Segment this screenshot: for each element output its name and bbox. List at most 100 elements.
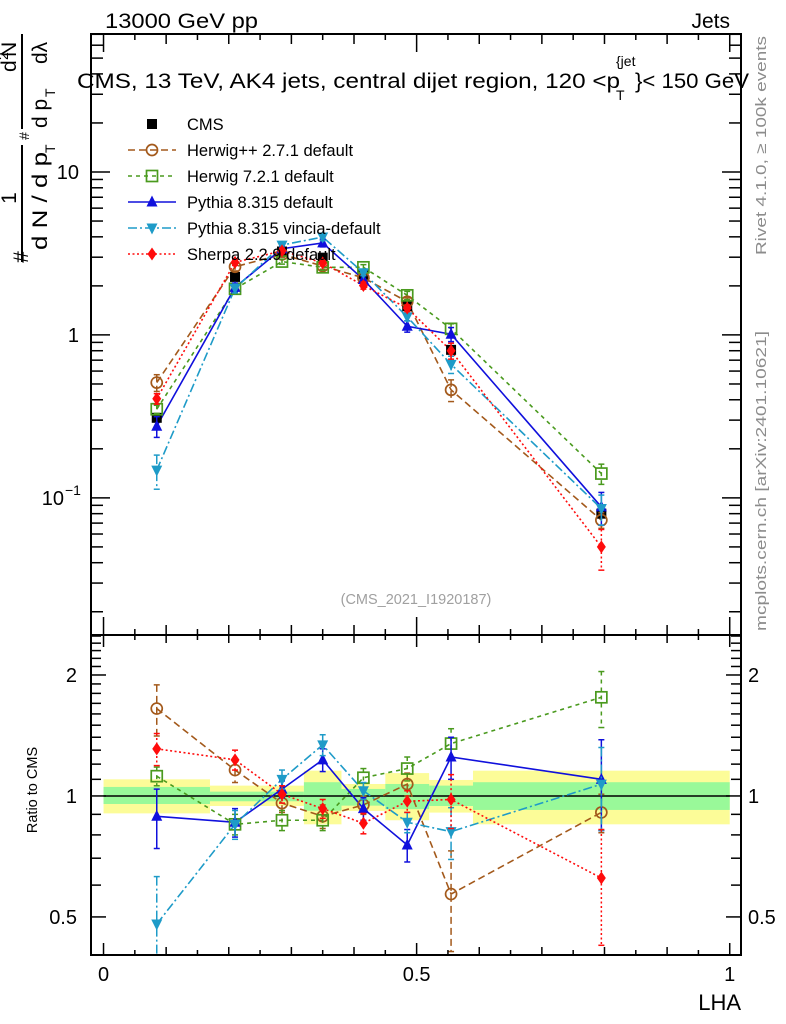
- series-line-sherpa-2-2-9-default: [156, 250, 602, 548]
- ylabel-numerator-1: 1: [0, 192, 21, 204]
- data-point-sherpa-2-2-9-default: [152, 392, 162, 406]
- data-point-herwigpp-2-7-1-default: [150, 376, 164, 389]
- data-point-sherpa-2-2-9-default: [446, 344, 456, 358]
- ratio-point-pythia-8-315-vincia-default: [276, 774, 288, 786]
- ratio-point-sherpa-2-2-9-default: [230, 753, 240, 767]
- main-y-tick-label: 10: [42, 488, 64, 510]
- data-point-sherpa-2-2-9-default: [358, 279, 368, 293]
- data-point-sherpa-2-2-9-default: [277, 244, 287, 258]
- main-y-tick-label-exponent: −1: [65, 482, 81, 498]
- data-point-pythia-8-315-default: [401, 319, 413, 331]
- legend-marker-sherpa-2-2-9-default: [147, 247, 157, 261]
- analysis-id-watermark: (CMS_2021_I1920187): [341, 592, 492, 608]
- legend-marker-cms: [147, 119, 157, 129]
- ratio-point-herwigpp-2-7-1-default: [400, 777, 414, 791]
- data-point-pythia-8-315-vincia-default: [317, 232, 329, 244]
- ratio-point-sherpa-2-2-9-default: [446, 792, 456, 806]
- legend-marker-herwig-7-2-1-default: [145, 169, 159, 183]
- legend-marker-pythia-8-315-default: [146, 195, 158, 207]
- header-beam-label: 13000 GeV pp: [105, 10, 258, 33]
- plot-title-subscript: T: [616, 87, 625, 103]
- legend-marker-pythia-8-315-vincia-default: [146, 223, 158, 235]
- ratio-point-sherpa-2-2-9-default: [318, 802, 328, 816]
- legend-item-herwig-7-2-1-default: Herwig 7.2.1 default: [128, 168, 334, 186]
- ratio-panel-series: [150, 670, 608, 955]
- legend-item-cms: CMS: [147, 116, 224, 134]
- ylabel-denominator-1-subscript: T: [42, 144, 58, 153]
- ratio-point-herwig-7-2-1-default: [400, 762, 414, 775]
- header-category-label: Jets: [691, 10, 730, 33]
- ratio-line-pythia-8-315-vincia-default: [156, 743, 602, 925]
- legend-item-herwigpp-2-7-1-default: Herwig++ 2.7.1 default: [128, 142, 353, 160]
- data-point-herwig-7-2-1-default: [400, 288, 414, 302]
- data-point-sherpa-2-2-9-default: [318, 256, 328, 270]
- main-y-axis-label: # 1 d N / d p T # d 2 N d p T dλ: [0, 34, 58, 263]
- ratio-point-herwig-7-2-1-default: [150, 769, 164, 783]
- ratio-point-sherpa-2-2-9-default: [402, 794, 412, 808]
- data-point-pythia-8-315-default: [445, 327, 457, 339]
- rivet-version-label: Rivet 4.1.0, ≥ 100k events: [753, 36, 770, 255]
- ratio-line-herwig-7-2-1-default: [156, 696, 602, 826]
- ratio-point-pythia-8-315-default: [445, 750, 457, 762]
- ratio-y-tick-label: 1: [66, 786, 77, 808]
- ratio-y-tick-label: 0.5: [49, 907, 77, 929]
- plot-title-main: CMS, 13 TeV, AK4 jets, central dijet reg…: [77, 70, 620, 93]
- ylabel-numerator-2-d: d: [0, 60, 21, 72]
- ylabel-numerator-2-exponent: 2: [0, 52, 11, 60]
- x-tick-label: 1: [724, 964, 735, 986]
- legend-label: Pythia 8.315 vincia-default: [187, 220, 381, 238]
- ratio-y-tick-label: 2: [66, 665, 77, 687]
- main-y-tick-label: 10: [57, 162, 79, 184]
- data-point-pythia-8-315-default: [151, 419, 163, 431]
- plot-title-suffix: }< 150 GeV: [635, 70, 749, 93]
- ratio-point-pythia-8-315-vincia-default: [401, 817, 413, 829]
- ratio-point-sherpa-2-2-9-default: [277, 787, 287, 801]
- data-point-pythia-8-315-vincia-default: [445, 359, 457, 371]
- data-point-herwig-7-2-1-default: [595, 467, 608, 480]
- legend-label: Pythia 8.315 default: [187, 194, 333, 212]
- mcplots-source-label: mcplots.cern.ch [arXiv:2401.10621]: [753, 331, 770, 631]
- series-line-pythia-8-315-vincia-default: [156, 236, 602, 510]
- ratio-line-herwigpp-2-7-1-default: [156, 707, 602, 896]
- main-y-tick-label: 1: [68, 325, 79, 347]
- ratio-point-pythia-8-315-vincia-default: [595, 779, 607, 791]
- series-line-pythia-8-315-default: [156, 242, 602, 508]
- legend: CMS Herwig++ 2.7.1 default Herwig 7.2.1 de…: [128, 116, 381, 264]
- ratio-point-pythia-8-315-vincia-default: [445, 827, 457, 839]
- ylabel-denominator-2-dlambda: dλ: [29, 41, 52, 64]
- ratio-point-pythia-8-315-vincia-default: [317, 740, 329, 752]
- ratio-y-tick-label-right: 0.5: [748, 907, 776, 929]
- plot-title: CMS, 13 TeV, AK4 jets, central dijet reg…: [77, 53, 749, 103]
- ratio-point-pythia-8-315-vincia-default: [357, 786, 369, 798]
- legend-item-pythia-8-315-vincia-default: Pythia 8.315 vincia-default: [128, 220, 381, 238]
- data-point-pythia-8-315-vincia-default: [357, 268, 369, 280]
- data-point-herwigpp-2-7-1-default: [444, 383, 458, 397]
- ratio-point-sherpa-2-2-9-default: [358, 816, 368, 830]
- legend-label: Herwig++ 2.7.1 default: [187, 142, 353, 160]
- x-tick-label: 0.5: [403, 964, 431, 986]
- series-line-herwig-7-2-1-default: [156, 260, 602, 475]
- ratio-point-sherpa-2-2-9-default: [596, 871, 606, 885]
- ratio-point-pythia-8-315-default: [151, 809, 163, 821]
- ratio-reference-bands: [103, 770, 730, 825]
- legend-label: Sherpa 2.2.9 default: [187, 246, 336, 264]
- ylabel-denominator-1: d N / d p: [29, 152, 52, 250]
- ylabel-hash-2: #: [16, 132, 32, 140]
- ratio-point-pythia-8-315-default: [317, 753, 329, 765]
- data-point-sherpa-2-2-9-default: [230, 255, 240, 269]
- data-point-pythia-8-315-vincia-default: [401, 312, 413, 324]
- ratio-point-herwig-7-2-1-default: [275, 813, 289, 827]
- ratio-point-sherpa-2-2-9-default: [152, 742, 162, 756]
- ylabel-denominator-2-dp: d p: [29, 99, 52, 128]
- data-point-sherpa-2-2-9-default: [402, 301, 412, 315]
- legend-item-pythia-8-315-default: Pythia 8.315 default: [128, 194, 333, 212]
- ylabel-denominator-2-subscript: T: [42, 88, 58, 97]
- ratio-point-pythia-8-315-vincia-default: [229, 819, 241, 831]
- ratio-y-tick-label-right: 2: [748, 665, 759, 687]
- data-point-pythia-8-315-vincia-default: [229, 283, 241, 295]
- ratio-y-axis-label: Ratio to CMS: [25, 747, 41, 833]
- ylabel-numerator-2-n: N: [0, 42, 21, 57]
- x-tick-label: 0: [98, 964, 109, 986]
- legend-label: CMS: [187, 116, 224, 134]
